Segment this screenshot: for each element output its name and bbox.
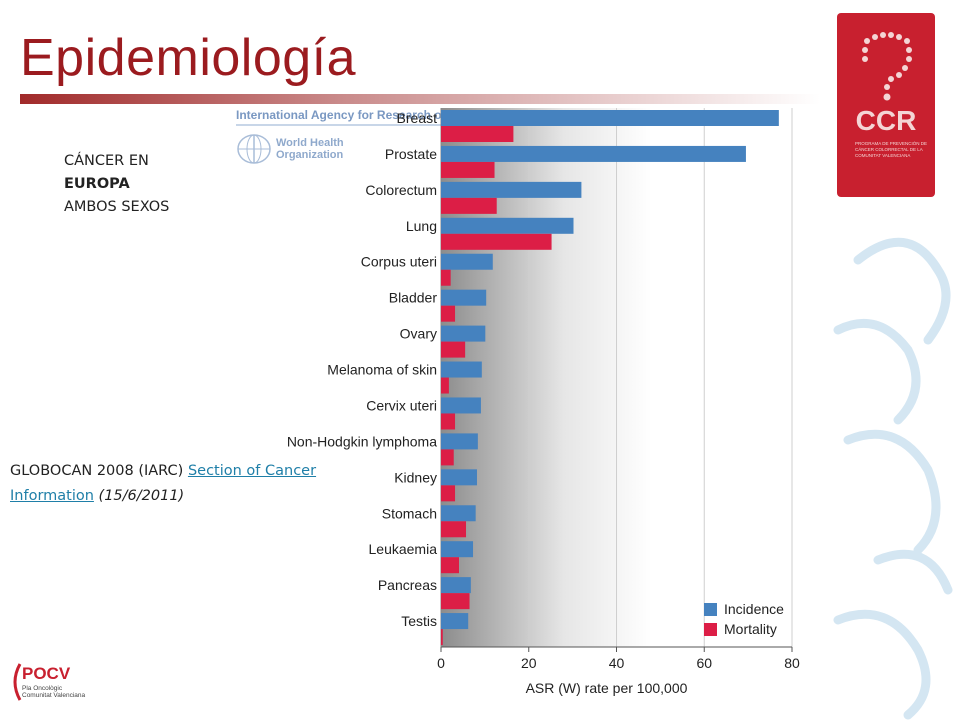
bar-mortality: [441, 593, 470, 610]
x-tick-label: 0: [437, 655, 445, 671]
who-logo-icon: [237, 134, 271, 164]
decorative-pattern: [833, 237, 953, 720]
who-text: World Health Organization: [276, 137, 344, 161]
bar-incidence: [441, 361, 482, 378]
legend-label-incidence: Incidence: [724, 601, 784, 617]
bar-incidence: [441, 433, 478, 450]
category-label: Testis: [401, 613, 437, 629]
bar-mortality: [441, 197, 497, 214]
who-line2: Organization: [276, 149, 344, 161]
bar-incidence: [441, 253, 493, 270]
bar-incidence: [441, 145, 746, 162]
x-tick-label: 80: [784, 655, 800, 671]
bar-mortality: [441, 377, 449, 394]
pocv-bracket-icon: [13, 663, 22, 701]
bar-mortality: [441, 521, 467, 538]
bar-mortality: [441, 161, 495, 178]
legend-swatch-mortality: [704, 623, 717, 636]
x-tick-label: 20: [521, 655, 537, 671]
x-tick-label: 60: [696, 655, 712, 671]
region-label-line1: CÁNCER EN: [64, 153, 149, 169]
category-label: Lung: [406, 218, 437, 234]
bar-mortality: [441, 341, 466, 358]
category-label: Corpus uteri: [361, 254, 437, 270]
category-label: Prostate: [385, 146, 437, 162]
region-label-line2: EUROPA: [64, 176, 130, 192]
bar-incidence: [441, 469, 477, 486]
bar-mortality: [441, 126, 514, 142]
bar-incidence: [441, 613, 469, 630]
category-label: Non-Hodgkin lymphoma: [287, 433, 437, 449]
source-date: (15/6/2011): [93, 488, 185, 504]
bar-incidence: [441, 397, 481, 414]
pocv-logo-text: POCV: [22, 664, 71, 683]
iarc-header: International Agency for Research on Can…: [236, 108, 441, 122]
region-label: CÁNCER EN EUROPA AMBOS SEXOS: [64, 150, 169, 219]
category-label: Pancreas: [378, 577, 437, 593]
pocv-logo-subtitle: Pla Oncològic Comunitat Valenciana: [22, 685, 85, 699]
legend-label-mortality: Mortality: [724, 621, 777, 637]
source-prefix: GLOBOCAN 2008 (IARC): [10, 463, 188, 479]
bar-incidence: [441, 110, 779, 126]
bar-mortality: [441, 269, 451, 286]
bar-incidence: [441, 289, 487, 306]
bar-mortality: [441, 233, 552, 250]
x-tick-label: 40: [609, 655, 625, 671]
title-underline: [20, 94, 820, 104]
category-label: Colorectum: [365, 182, 437, 198]
x-axis-label: ASR (W) rate per 100,000: [526, 680, 688, 696]
iarc-divider: [236, 124, 441, 126]
bar-incidence: [441, 577, 471, 594]
bar-incidence: [441, 325, 486, 342]
bar-mortality: [441, 449, 454, 466]
bar-incidence: [441, 505, 476, 522]
category-label: Leukaemia: [369, 541, 438, 557]
region-label-line3: AMBOS SEXOS: [64, 199, 170, 215]
bar-incidence: [441, 181, 582, 198]
ccr-dots-icon: [862, 32, 912, 101]
ccr-logo: CCR PROGRAMA DE PREVENCIÓN DE CÁNCER COL…: [837, 13, 935, 197]
who-line1: World Health: [276, 137, 344, 149]
source-citation: GLOBOCAN 2008 (IARC) Section of Cancer I…: [10, 459, 340, 509]
pocv-sub-line2: Comunitat Valenciana: [22, 692, 86, 699]
page-title: Epidemiología: [20, 29, 357, 87]
pocv-sub-line1: Pla Oncològic: [22, 685, 63, 692]
bar-mortality: [441, 485, 456, 502]
bar-mortality: [441, 413, 456, 430]
category-label: Cervix uteri: [366, 397, 437, 413]
ccr-logo-text: CCR: [855, 105, 917, 136]
source-link[interactable]: Section of Cancer Information: [10, 463, 317, 504]
bar-incidence: [441, 541, 474, 558]
plot-background: [441, 108, 792, 647]
bar-mortality: [441, 557, 459, 574]
bar-mortality: [441, 629, 443, 646]
category-label: Ovary: [400, 326, 437, 342]
category-label: Bladder: [389, 290, 438, 306]
ccr-logo-subtitle: PROGRAMA DE PREVENCIÓN DE CÁNCER COLORRE…: [855, 141, 928, 158]
category-label: Stomach: [382, 505, 437, 521]
bar-mortality: [441, 305, 456, 322]
bar-incidence: [441, 217, 574, 234]
category-label: Melanoma of skin: [327, 362, 437, 378]
category-label: Kidney: [394, 469, 437, 485]
legend-swatch-incidence: [704, 603, 717, 616]
